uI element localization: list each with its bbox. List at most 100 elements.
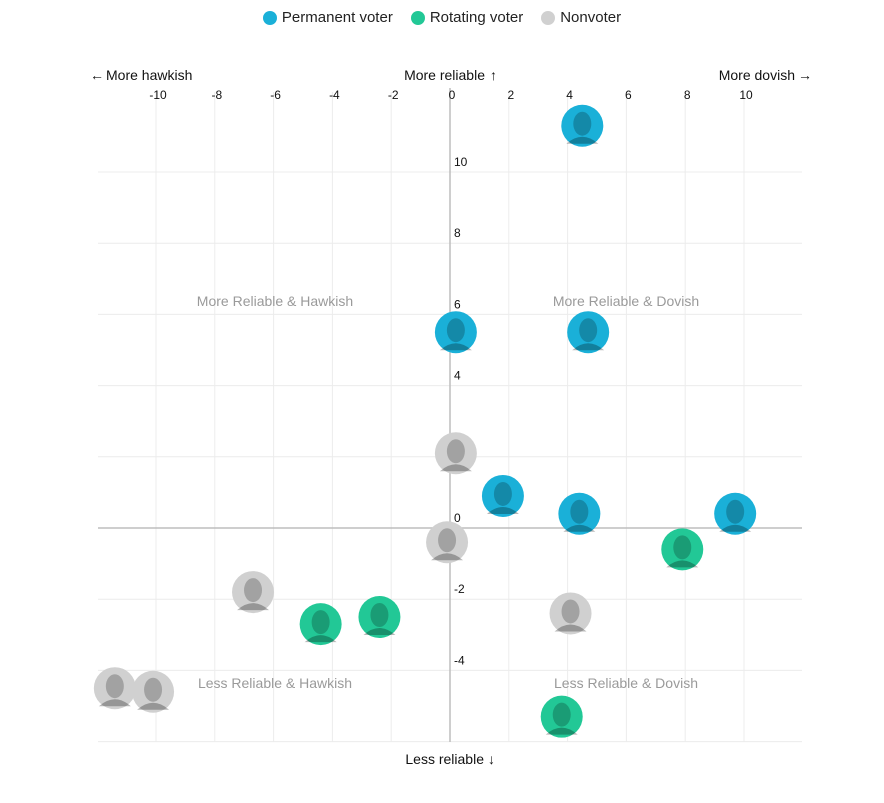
quadrant-label-top-right: More Reliable & Dovish: [553, 293, 699, 309]
x-tick-label: -10: [149, 88, 167, 102]
x-tick-labels: -10 -8 -6 -4 -2 0 2 4 6 8 10: [149, 88, 753, 102]
face-silhouette-icon: [370, 603, 389, 627]
more-hawkish-label: More hawkish: [106, 67, 192, 83]
less-reliable-label: Less reliable: [405, 751, 484, 767]
face-silhouette-icon: [244, 578, 263, 603]
permanent-voter-point[interactable]: [434, 311, 477, 354]
shoulders-icon: [304, 635, 337, 643]
shoulders-icon: [563, 524, 596, 532]
x-tick-label: -4: [329, 88, 340, 102]
more-reliable-label: More reliable: [404, 67, 485, 83]
shoulders-icon: [545, 727, 578, 735]
legend-label: Nonvoter: [560, 9, 622, 26]
legend-label: Rotating voter: [429, 9, 524, 26]
point-marker[interactable]: [567, 311, 610, 354]
more-reliable-arrow-icon: ↑: [490, 67, 497, 83]
more-dovish-arrow-icon: →: [798, 67, 812, 83]
point-marker[interactable]: [714, 492, 757, 535]
point-marker[interactable]: [132, 670, 175, 713]
point-marker[interactable]: [426, 521, 469, 564]
direction-labels: ← More hawkish More reliable ↑ More dovi…: [90, 67, 812, 767]
x-tick-label: 4: [566, 88, 573, 102]
permanent-voter-point[interactable]: [558, 492, 601, 535]
face-silhouette-icon: [446, 318, 465, 343]
shoulders-icon: [431, 553, 464, 561]
nonvoter-swatch: [541, 10, 556, 25]
x-tick-label: -2: [388, 88, 399, 102]
point-marker[interactable]: [540, 695, 583, 738]
quadrant-label-bottom-right: Less Reliable & Dovish: [554, 675, 698, 691]
face-silhouette-icon: [311, 610, 330, 635]
quadrant-label-bottom-left: Less Reliable & Hawkish: [198, 675, 352, 691]
point-marker[interactable]: [232, 571, 275, 614]
legend-item-permanent-voter[interactable]: Permanent voter: [262, 9, 393, 26]
point-marker[interactable]: [561, 104, 604, 147]
rotating-voter-point[interactable]: [299, 603, 342, 646]
legend-label: Permanent voter: [281, 9, 393, 26]
permanent-voter-point[interactable]: [714, 492, 757, 535]
x-tick-label: 10: [739, 88, 753, 102]
point-marker[interactable]: [434, 432, 477, 475]
point-marker[interactable]: [434, 311, 477, 354]
face-silhouette-icon: [579, 318, 598, 343]
face-silhouette-icon: [446, 439, 465, 464]
shoulders-icon: [566, 136, 599, 144]
nonvoter-point[interactable]: [426, 521, 469, 564]
shoulders-icon: [554, 624, 587, 632]
point-marker[interactable]: [481, 474, 524, 517]
legend: Permanent voter Rotating voter Nonvoter: [0, 9, 884, 26]
more-dovish-label: More dovish: [719, 67, 795, 83]
more-hawkish-arrow-icon: ←: [90, 67, 104, 83]
y-tick-label: -4: [454, 653, 465, 667]
shoulders-icon: [439, 343, 472, 351]
x-tick-label: 2: [507, 88, 514, 102]
point-marker[interactable]: [558, 492, 601, 535]
permanent-voter-point[interactable]: [481, 474, 524, 517]
face-silhouette-icon: [493, 481, 512, 506]
nonvoter-point[interactable]: [232, 571, 275, 614]
point-marker[interactable]: [358, 596, 401, 638]
face-silhouette-icon: [144, 677, 163, 702]
point-marker[interactable]: [299, 603, 342, 646]
y-tick-label: 10: [454, 155, 468, 169]
rotating-voter-point[interactable]: [661, 528, 704, 571]
rotating-voter-point[interactable]: [358, 596, 401, 638]
x-tick-label: -8: [211, 88, 222, 102]
shoulders-icon: [572, 343, 605, 351]
x-tick-label: -6: [270, 88, 281, 102]
y-tick-labels: -4 -2 0 4 6 8 10: [454, 155, 468, 667]
shoulders-icon: [666, 560, 699, 568]
rotating-voter-swatch: [410, 10, 425, 25]
rotating-voter-point[interactable]: [540, 695, 583, 738]
face-silhouette-icon: [570, 499, 589, 524]
point-marker[interactable]: [93, 667, 136, 710]
shoulders-icon: [486, 506, 519, 514]
y-tick-label: 0: [454, 511, 461, 525]
nonvoter-point[interactable]: [93, 667, 136, 710]
shoulders-icon: [137, 702, 170, 710]
x-tick-label: 8: [684, 88, 691, 102]
x-tick-label: 0: [449, 88, 456, 102]
point-marker[interactable]: [661, 528, 704, 571]
data-points: [93, 104, 757, 738]
permanent-voter-swatch: [262, 10, 277, 25]
nonvoter-point[interactable]: [434, 432, 477, 475]
face-silhouette-icon: [673, 535, 692, 560]
permanent-voter-point[interactable]: [561, 104, 604, 147]
y-tick-label: -2: [454, 582, 465, 596]
legend-item-rotating-voter[interactable]: Rotating voter: [410, 9, 524, 26]
permanent-voter-point[interactable]: [567, 311, 610, 354]
nonvoter-point[interactable]: [549, 592, 592, 635]
point-marker[interactable]: [549, 592, 592, 635]
quadrant-labels: More Reliable & Hawkish More Reliable & …: [197, 293, 699, 691]
less-reliable-arrow-icon: ↓: [488, 751, 495, 767]
y-tick-label: 6: [454, 297, 461, 311]
legend-item-nonvoter[interactable]: Nonvoter: [541, 9, 621, 26]
shoulders-icon: [98, 699, 131, 707]
face-silhouette-icon: [105, 674, 124, 699]
shoulders-icon: [439, 464, 472, 472]
nonvoter-point[interactable]: [132, 670, 175, 713]
face-silhouette-icon: [573, 111, 592, 136]
x-tick-label: 6: [625, 88, 632, 102]
